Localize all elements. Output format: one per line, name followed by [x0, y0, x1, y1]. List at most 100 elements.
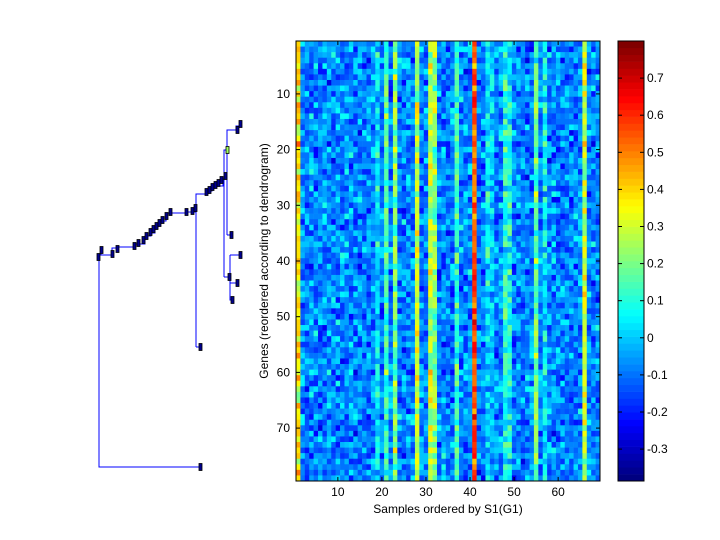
heatmap-cell	[560, 191, 566, 198]
heatmap-cell	[450, 41, 455, 47]
heatmap-cell	[318, 403, 323, 409]
heatmap-cell	[459, 113, 464, 120]
heatmap-cell	[436, 280, 442, 287]
dendrogram-leaf-marker	[164, 212, 169, 220]
heatmap-cell	[401, 91, 407, 97]
heatmap-cell	[582, 124, 588, 131]
heatmap-cell	[296, 408, 301, 415]
heatmap-cell	[309, 436, 314, 443]
heatmap-cell	[595, 247, 601, 253]
heatmap-cell	[533, 79, 539, 86]
heatmap-cell	[318, 135, 323, 142]
heatmap-cell	[304, 425, 310, 432]
heatmap-cell	[516, 163, 521, 170]
heatmap-cell	[392, 302, 398, 309]
heatmap-cell	[454, 425, 460, 432]
heatmap-cell	[498, 57, 504, 64]
heatmap-cell	[436, 191, 442, 198]
heatmap-cell	[454, 74, 460, 81]
heatmap-cell	[432, 146, 438, 153]
heatmap-cell	[595, 403, 601, 409]
heatmap-cell	[370, 286, 376, 292]
heatmap-cell	[304, 291, 310, 298]
heatmap-cell	[538, 157, 544, 164]
heatmap-cell	[467, 319, 473, 326]
heatmap-cell	[533, 364, 539, 370]
heatmap-cell	[485, 414, 491, 421]
heatmap-cell	[375, 113, 381, 120]
heatmap-cell	[476, 380, 482, 387]
heatmap-cell	[533, 325, 539, 331]
heatmap-cell	[388, 380, 394, 387]
heatmap-cell	[573, 219, 579, 226]
heatmap-cell	[485, 308, 491, 315]
heatmap-cell	[472, 135, 477, 142]
heatmap-cell	[366, 347, 372, 354]
heatmap-cell	[370, 74, 376, 81]
heatmap-cell	[454, 436, 460, 443]
heatmap-cell	[459, 347, 464, 354]
dendrogram-leaf-marker	[148, 228, 153, 236]
heatmap-cell	[533, 230, 539, 237]
heatmap-cell	[344, 230, 350, 237]
heatmap-cell	[560, 113, 566, 120]
heatmap-cell	[445, 163, 451, 170]
heatmap-cell	[309, 96, 314, 103]
heatmap-cell	[463, 325, 469, 331]
heatmap-cell	[296, 113, 301, 120]
heatmap-cell	[445, 202, 451, 209]
heatmap-cell	[432, 330, 438, 337]
heatmap-cell	[485, 369, 491, 376]
heatmap-cell	[516, 52, 521, 59]
heatmap-cell	[335, 63, 341, 70]
heatmap-cell	[454, 202, 460, 209]
heatmap-cell	[388, 302, 394, 309]
heatmap-cell	[511, 247, 517, 253]
heatmap-cell	[348, 302, 354, 309]
heatmap-cell	[432, 196, 438, 203]
heatmap-cell	[481, 152, 486, 159]
heatmap-cell	[401, 141, 407, 148]
heatmap-cell	[520, 213, 526, 220]
heatmap-cell	[348, 274, 354, 281]
heatmap-cell	[476, 124, 482, 131]
heatmap-cell	[379, 113, 385, 120]
heatmap-cell	[406, 146, 411, 153]
heatmap-cell	[428, 380, 433, 387]
heatmap-cell	[441, 375, 447, 382]
heatmap-cell	[362, 352, 367, 359]
heatmap-cell	[472, 258, 477, 265]
heatmap-cell	[432, 57, 438, 64]
heatmap-cell	[494, 118, 499, 125]
heatmap-cell	[366, 146, 372, 153]
heatmap-cell	[436, 79, 442, 86]
heatmap-cell	[560, 386, 566, 393]
heatmap-cell	[318, 391, 323, 398]
heatmap-cell	[406, 347, 411, 354]
heatmap-cell	[538, 196, 544, 203]
heatmap-cell	[507, 213, 513, 220]
heatmap-cell	[331, 230, 336, 237]
heatmap-cell	[357, 280, 363, 287]
heatmap-cell	[309, 297, 314, 304]
heatmap-cell	[503, 118, 508, 125]
heatmap-cell	[300, 63, 306, 70]
heatmap-cell	[410, 91, 416, 97]
heatmap-cell	[300, 57, 306, 64]
heatmap-cell	[507, 180, 513, 187]
heatmap-cell	[573, 113, 579, 120]
heatmap-cell	[445, 102, 451, 109]
heatmap-cell	[555, 235, 561, 242]
heatmap-cell	[542, 263, 548, 270]
heatmap-cell	[335, 52, 341, 59]
heatmap-cell	[414, 325, 420, 331]
heatmap-cell	[560, 336, 566, 343]
heatmap-cell	[362, 63, 367, 70]
heatmap-cell	[335, 185, 341, 192]
heatmap-cell	[467, 163, 473, 170]
heatmap-cell	[494, 185, 499, 192]
heatmap-cell	[560, 308, 566, 315]
heatmap-cell	[485, 364, 491, 370]
heatmap-cell	[335, 241, 341, 248]
heatmap-cell	[503, 135, 508, 142]
